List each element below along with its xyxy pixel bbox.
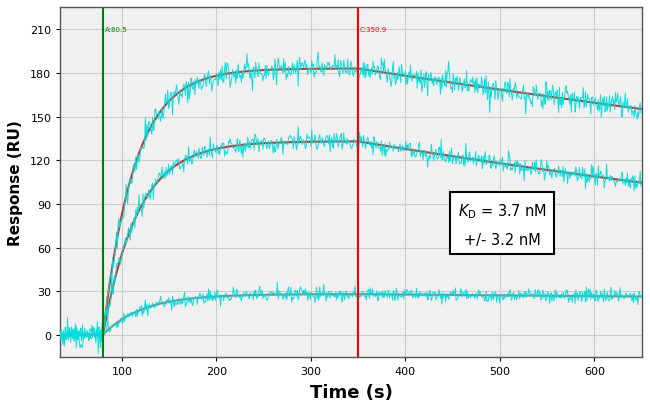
Y-axis label: Response (RU): Response (RU) [8,120,23,245]
Text: A:80.5: A:80.5 [105,27,127,33]
Text: C:350.9: C:350.9 [360,27,387,33]
Text: $\mathit{K}$$_{\mathrm{D}}$ = 3.7 nM
+/- 3.2 nM: $\mathit{K}$$_{\mathrm{D}}$ = 3.7 nM +/-… [458,202,547,247]
X-axis label: Time (s): Time (s) [309,383,393,401]
